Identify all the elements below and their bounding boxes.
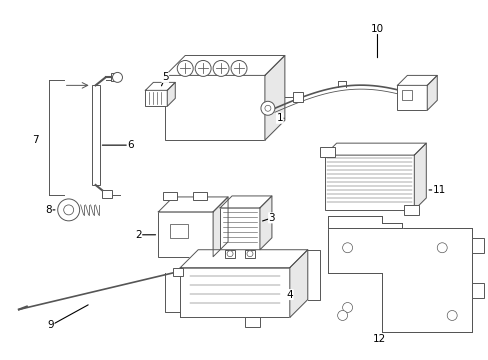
Bar: [471, 238, 483, 253]
Polygon shape: [427, 75, 436, 110]
Text: 8: 8: [45, 205, 52, 215]
Text: 11: 11: [432, 185, 445, 195]
Bar: [163, 192, 177, 200]
Polygon shape: [289, 250, 307, 318]
Polygon shape: [167, 82, 175, 106]
Text: 12: 12: [372, 334, 386, 345]
Polygon shape: [327, 216, 402, 228]
Bar: [145, 90, 167, 106]
Circle shape: [226, 251, 233, 257]
Circle shape: [436, 243, 447, 253]
Bar: [102, 190, 111, 198]
Bar: [220, 208, 260, 250]
Circle shape: [342, 302, 352, 312]
Bar: [292, 92, 302, 102]
Bar: [244, 250, 254, 258]
Polygon shape: [220, 196, 271, 208]
Polygon shape: [260, 196, 271, 250]
Polygon shape: [180, 250, 307, 268]
Bar: [397, 85, 427, 110]
Text: 2: 2: [135, 230, 142, 240]
Circle shape: [230, 60, 246, 76]
Text: 10: 10: [370, 24, 383, 33]
Bar: [224, 250, 235, 258]
Circle shape: [342, 243, 352, 253]
Bar: [170, 224, 188, 238]
Bar: [165, 75, 264, 140]
Circle shape: [112, 72, 122, 82]
Polygon shape: [324, 143, 426, 155]
Text: 1: 1: [276, 113, 283, 123]
Text: 4: 4: [286, 289, 292, 300]
Bar: [319, 147, 334, 157]
Polygon shape: [165, 55, 285, 75]
Polygon shape: [327, 228, 471, 332]
Polygon shape: [158, 197, 227, 212]
Polygon shape: [213, 197, 227, 257]
Bar: [173, 268, 183, 276]
Bar: [244, 318, 260, 328]
Circle shape: [264, 105, 270, 111]
Polygon shape: [145, 82, 175, 90]
Circle shape: [213, 60, 228, 76]
Circle shape: [177, 60, 193, 76]
Bar: [180, 268, 289, 318]
Polygon shape: [397, 75, 436, 85]
Circle shape: [58, 199, 80, 221]
Bar: [193, 192, 207, 200]
Circle shape: [261, 101, 274, 115]
Polygon shape: [264, 55, 285, 140]
Text: 5: 5: [162, 72, 168, 82]
Circle shape: [195, 60, 211, 76]
Circle shape: [246, 251, 252, 257]
Bar: [158, 212, 213, 257]
Circle shape: [63, 205, 74, 215]
Bar: [404, 205, 419, 215]
Bar: [471, 283, 483, 298]
Circle shape: [337, 310, 347, 320]
Bar: [110, 73, 118, 81]
Text: 3: 3: [268, 213, 275, 223]
Text: 6: 6: [127, 140, 134, 150]
Text: 9: 9: [47, 320, 54, 330]
Polygon shape: [413, 143, 426, 210]
Bar: [91, 85, 100, 185]
Circle shape: [447, 310, 456, 320]
Text: 7: 7: [32, 135, 39, 145]
Bar: [402, 90, 411, 100]
Bar: [324, 155, 413, 210]
